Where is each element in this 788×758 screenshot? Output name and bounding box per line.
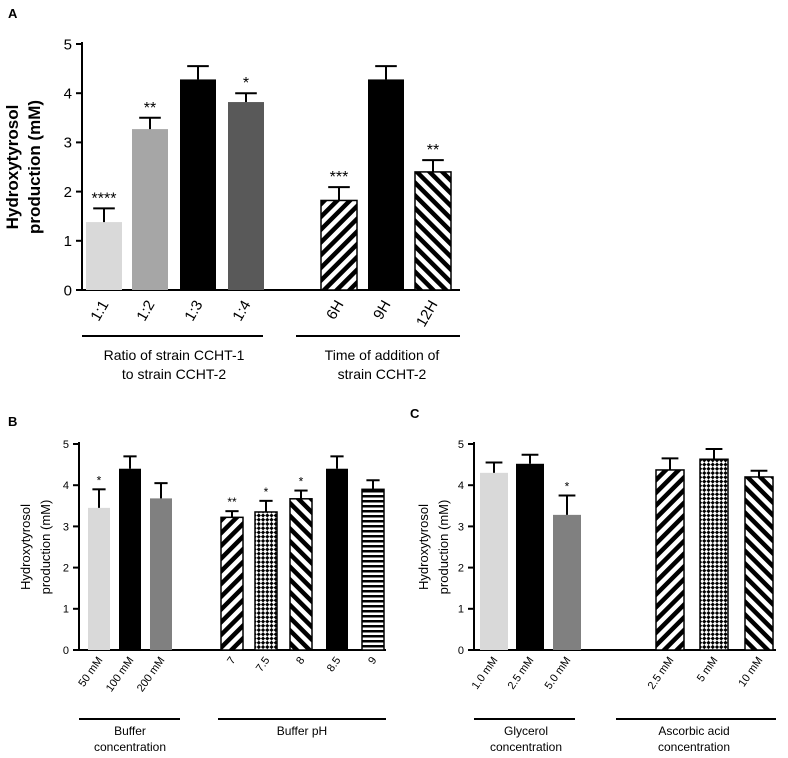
- group-label: to strain CCHT-2: [122, 366, 226, 382]
- group-label: Glycerol: [504, 724, 548, 738]
- x-tick-label: 10 mM: [736, 655, 765, 689]
- y-tick-label: 2: [458, 562, 464, 574]
- group-label: concentration: [490, 740, 562, 754]
- significance-marker: **: [144, 100, 156, 117]
- bar: [88, 507, 110, 650]
- y-axis-title: production (mM): [38, 500, 53, 595]
- x-tick-label: 1.0 mM: [470, 655, 501, 692]
- y-tick-label: 5: [64, 36, 72, 53]
- x-tick-label: 7.5: [254, 655, 273, 674]
- group-label: Ratio of strain CCHT-1: [104, 347, 245, 363]
- bar: [132, 129, 168, 290]
- bar: [414, 171, 452, 291]
- y-tick-label: 1: [458, 604, 464, 616]
- significance-marker: *: [243, 75, 249, 92]
- significance-marker: *: [97, 473, 102, 487]
- bar: [655, 469, 685, 651]
- y-tick-label: 2: [63, 562, 69, 574]
- x-tick-label: 1:3: [181, 298, 206, 325]
- significance-marker: **: [227, 495, 237, 509]
- x-tick-label: 50 mM: [76, 655, 105, 689]
- group-label: Buffer pH: [277, 724, 327, 738]
- x-tick-label: 8.5: [325, 655, 344, 674]
- significance-marker: *: [299, 475, 304, 489]
- significance-marker: ****: [92, 190, 117, 207]
- bar: [254, 511, 278, 651]
- bar: [220, 516, 244, 651]
- y-tick-label: 4: [458, 480, 464, 492]
- group-label: strain CCHT-2: [338, 366, 427, 382]
- y-tick-label: 3: [63, 521, 69, 533]
- y-axis-title: Hydroxytyrosol: [3, 105, 22, 230]
- y-tick-label: 0: [458, 645, 464, 657]
- significance-marker: *: [565, 480, 570, 494]
- y-tick-label: 0: [64, 282, 72, 299]
- group-label: Buffer: [114, 724, 146, 738]
- bar: [228, 102, 264, 290]
- bar: [180, 79, 216, 290]
- panel-letter-c: C: [410, 406, 420, 421]
- bar: [699, 458, 729, 651]
- x-tick-label: 1:2: [133, 298, 158, 325]
- bar: [368, 79, 404, 290]
- group-label: Time of addition of: [325, 347, 440, 363]
- x-tick-label: 2.5 mM: [506, 655, 537, 692]
- y-axis-title: production (mM): [436, 500, 451, 595]
- panel-letter-b: B: [8, 414, 17, 429]
- y-tick-label: 1: [64, 233, 72, 250]
- y-axis-title: production (mM): [25, 100, 44, 234]
- x-tick-label: 2.5 mM: [646, 655, 677, 692]
- y-tick-label: 0: [63, 645, 69, 657]
- x-tick-label: 1:4: [229, 298, 254, 325]
- bar: [320, 199, 358, 291]
- x-tick-label: 9H: [370, 298, 394, 323]
- significance-marker: *: [264, 485, 269, 499]
- y-axis-title: Hydroxytyrosol: [416, 504, 431, 590]
- bar: [553, 514, 581, 650]
- bar: [150, 498, 172, 650]
- y-tick-label: 2: [64, 184, 72, 201]
- x-tick-label: 5.0 mM: [543, 655, 574, 692]
- bar: [289, 498, 313, 651]
- significance-marker: **: [427, 142, 439, 159]
- x-tick-label: 100 mM: [104, 655, 137, 694]
- y-tick-label: 5: [63, 439, 69, 451]
- x-tick-label: 5 mM: [695, 655, 721, 684]
- y-tick-label: 3: [64, 135, 72, 152]
- significance-marker: ***: [330, 169, 349, 186]
- y-tick-label: 4: [63, 480, 69, 492]
- y-tick-label: 3: [458, 521, 464, 533]
- x-tick-label: 200 mM: [135, 655, 168, 694]
- group-label: concentration: [94, 740, 166, 754]
- y-tick-label: 4: [64, 85, 72, 102]
- x-tick-label: 12H: [413, 298, 441, 330]
- bar: [361, 488, 385, 651]
- x-tick-label: 6H: [323, 298, 347, 323]
- bar: [744, 476, 774, 651]
- y-axis-title: Hydroxytyrosol: [18, 504, 33, 590]
- bar: [119, 468, 141, 650]
- x-tick-label: 8: [294, 655, 307, 667]
- bar: [86, 222, 122, 290]
- panel-c-chart: 0 1 2 3 4 5 Hydroxytyrosol production (mM) 1.0 m…: [416, 439, 776, 754]
- x-tick-label: 9: [366, 655, 379, 667]
- x-tick-label: 7: [225, 655, 238, 667]
- bar: [326, 468, 348, 650]
- bar: [516, 463, 544, 650]
- y-tick-label: 5: [458, 439, 464, 451]
- x-tick-label: 1:1: [87, 298, 112, 325]
- panel-b-chart: 0 1 2 3 4 5 Hydroxytyrosol production (mM) * 50 m…: [18, 439, 386, 754]
- group-label: Ascorbic acid: [658, 724, 729, 738]
- y-tick-label: 1: [63, 604, 69, 616]
- panel-letter-a: A: [8, 6, 18, 21]
- group-label: concentration: [658, 740, 730, 754]
- bar: [480, 472, 508, 650]
